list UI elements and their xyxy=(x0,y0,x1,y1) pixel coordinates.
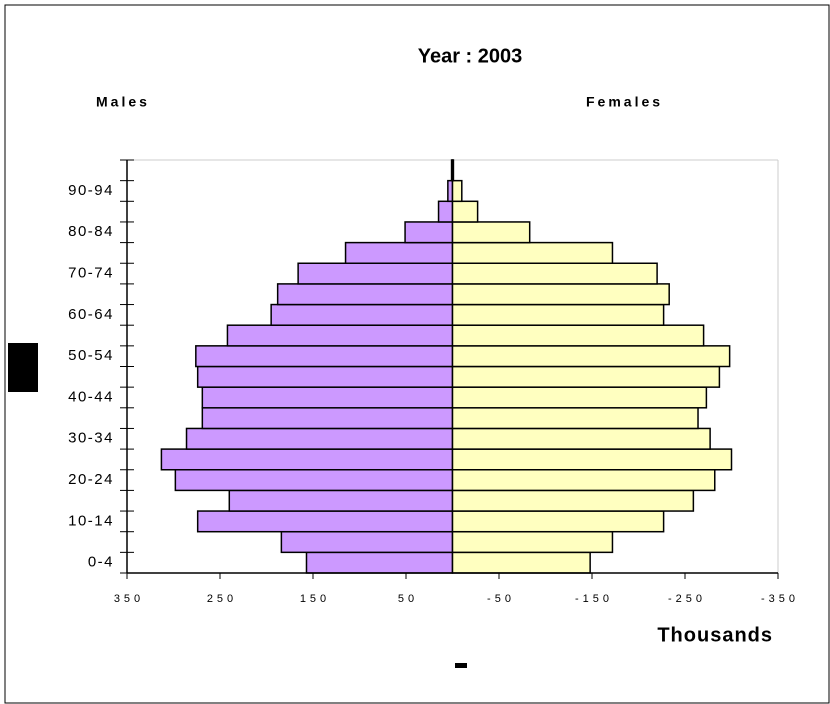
bar xyxy=(451,365,721,388)
y-tick-label: 30-34 xyxy=(68,430,114,447)
y-tick-label: 50-54 xyxy=(68,347,114,364)
bar xyxy=(451,469,716,492)
y-tick-label: 80-84 xyxy=(68,223,114,240)
x-tick-label: -350 xyxy=(761,593,799,605)
bar xyxy=(160,448,454,471)
bar xyxy=(451,530,614,554)
bar xyxy=(201,386,454,409)
bar xyxy=(404,221,454,244)
bar xyxy=(451,324,705,347)
chart-title: Year : 2003 xyxy=(418,45,523,67)
x-axis-label: Thousands xyxy=(657,624,773,646)
bar xyxy=(195,345,454,368)
artifact xyxy=(455,663,467,668)
y-tick-label: 90-94 xyxy=(68,182,114,199)
y-tick-label: 40-44 xyxy=(68,388,114,405)
bar xyxy=(196,510,454,533)
legend-right: Females xyxy=(586,94,663,110)
bar xyxy=(451,303,665,326)
y-tick-label: 20-24 xyxy=(68,471,114,488)
bar xyxy=(451,241,614,265)
bar xyxy=(451,427,711,450)
bar xyxy=(451,179,463,203)
bar xyxy=(196,365,454,388)
bar xyxy=(270,303,454,326)
bar xyxy=(344,241,454,265)
bar xyxy=(451,262,658,285)
bar xyxy=(228,489,454,512)
x-tick-label: -50 xyxy=(487,593,515,605)
bar xyxy=(451,510,665,533)
y-tick-label: 0-4 xyxy=(88,554,114,571)
bar xyxy=(451,551,591,574)
y-tick-label: 10-14 xyxy=(68,512,114,529)
bar xyxy=(451,386,708,409)
bar xyxy=(451,448,733,471)
bar xyxy=(451,200,479,223)
y-tick-label: 70-74 xyxy=(68,265,114,282)
bar xyxy=(174,469,454,492)
bar xyxy=(437,200,454,223)
x-tick-label: 150 xyxy=(300,593,330,605)
x-tick-label: -250 xyxy=(668,593,706,605)
bar xyxy=(201,407,454,430)
bar xyxy=(451,407,699,430)
x-tick-label: 350 xyxy=(114,593,144,605)
x-tick-label: 250 xyxy=(207,593,237,605)
x-tick-label: 50 xyxy=(398,593,418,605)
bar xyxy=(297,262,454,285)
y-tick-label: 60-64 xyxy=(68,306,114,323)
bar xyxy=(451,221,531,244)
bar xyxy=(185,427,454,450)
bar xyxy=(451,283,670,306)
bar xyxy=(276,283,454,306)
bar xyxy=(451,345,731,368)
legend-left: Males xyxy=(96,94,150,110)
artifact xyxy=(8,343,38,392)
bar xyxy=(451,489,695,512)
bar xyxy=(451,159,455,182)
x-tick-label: -150 xyxy=(575,593,613,605)
bar xyxy=(226,324,454,347)
bar xyxy=(305,551,454,574)
bar xyxy=(280,530,454,554)
